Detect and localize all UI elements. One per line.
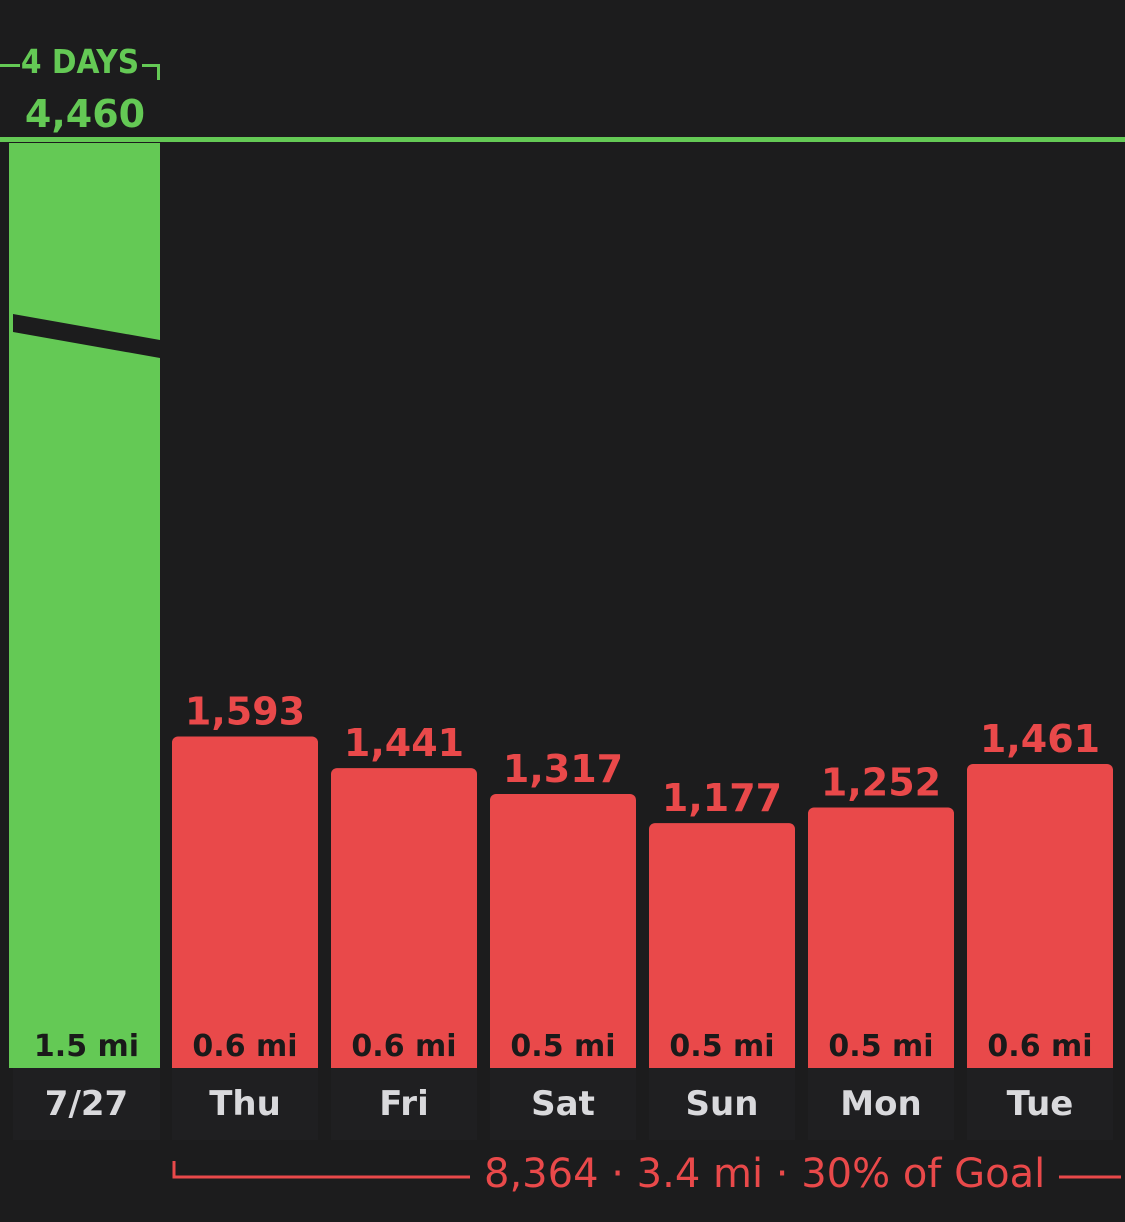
trend-line [13, 314, 160, 358]
bar-value-label: 1,317 [503, 747, 623, 791]
bar-thu[interactable] [172, 736, 318, 1068]
bar-value-label: 1,177 [662, 776, 782, 820]
streak-total: 4,460 [24, 92, 146, 136]
summary-text: 8,364 · 3.4 mi · 30% of Goal [470, 1143, 1060, 1205]
bar-distance-label: 0.5 mi [510, 1029, 615, 1064]
streak-bracket-left [0, 64, 20, 67]
tick-label-fri[interactable]: Fri [331, 1068, 477, 1140]
bar-7-27[interactable] [13, 143, 160, 1068]
tick-label-sat[interactable]: Sat [490, 1068, 636, 1140]
bar-base [808, 1058, 954, 1068]
bar-value-label: 1,441 [344, 721, 464, 765]
bar-base [649, 1058, 795, 1068]
tick-label-thu[interactable]: Thu [172, 1068, 318, 1140]
bar-distance-label: 0.5 mi [828, 1029, 933, 1064]
streak-edge-line [9, 143, 13, 1068]
bar-mon[interactable] [808, 807, 954, 1068]
bar-distance-label: 0.6 mi [192, 1029, 297, 1064]
tick-label-sun[interactable]: Sun [649, 1068, 795, 1140]
bar-distance-label: 0.6 mi [987, 1029, 1092, 1064]
bar-base [490, 1058, 636, 1068]
goal-line [0, 137, 1125, 142]
streak-bracket-right [142, 64, 160, 80]
bar-distance-label: 0.5 mi [669, 1029, 774, 1064]
bar-value-label: 1,461 [980, 717, 1100, 761]
bar-distance-label: 0.6 mi [351, 1029, 456, 1064]
bar-value-label: 1,252 [821, 760, 941, 804]
week-summary: 8,364 · 3.4 mi · 30% of Goal [170, 1143, 1125, 1213]
bar-sat[interactable] [490, 793, 636, 1068]
tick-label-7-27[interactable]: 7/27 [13, 1068, 160, 1140]
bar-tue[interactable] [967, 764, 1113, 1068]
streak-label: 4 DAYS [0, 42, 160, 88]
bar-base [967, 1058, 1113, 1068]
bar-value-label: 1,593 [185, 690, 305, 734]
bar-fri[interactable] [331, 768, 477, 1068]
streak-days-text: 4 DAYS [20, 42, 140, 81]
bar-sun[interactable] [649, 823, 795, 1068]
tick-label-tue[interactable]: Tue [967, 1068, 1113, 1140]
bar-base [331, 1058, 477, 1068]
bar-base [172, 1058, 318, 1068]
bar-distance-label: 1.5 mi [34, 1029, 139, 1064]
tick-label-mon[interactable]: Mon [808, 1068, 954, 1140]
